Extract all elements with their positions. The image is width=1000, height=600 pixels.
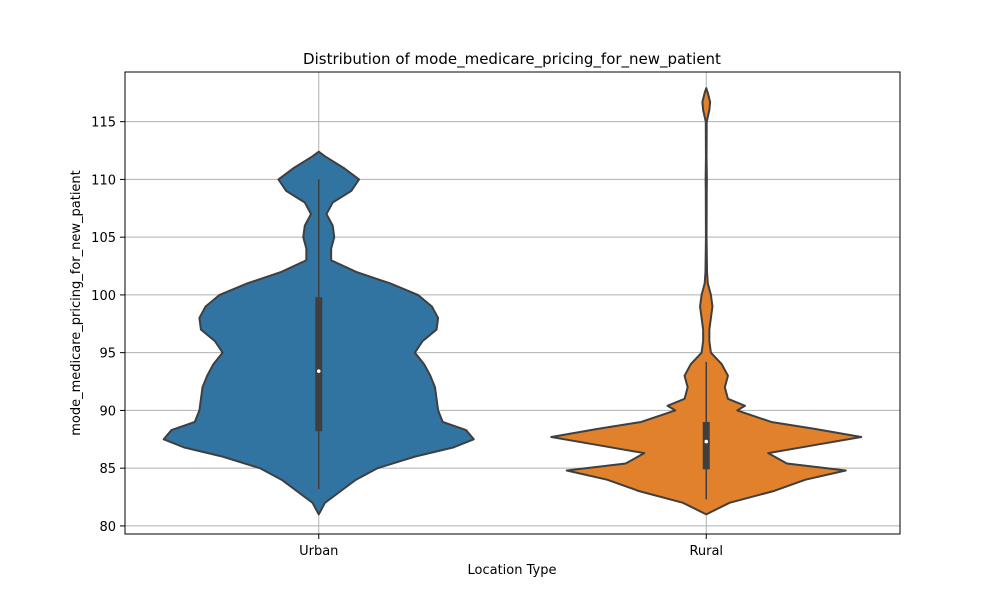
violin-median-point (316, 369, 321, 373)
violin-median-point (704, 439, 709, 444)
y-tick-label: 105 (91, 231, 116, 246)
x-tick-label: Rural (689, 544, 723, 559)
x-axis-label: Location Type (468, 563, 557, 578)
y-tick-label: 90 (99, 404, 116, 419)
y-tick-label: 95 (99, 347, 116, 362)
violins (162, 87, 863, 516)
y-tick-label: 80 (99, 520, 116, 535)
x-tick-label: Urban (299, 544, 338, 559)
y-tick-label: 115 (91, 116, 116, 131)
violin-iqr-box (702, 421, 710, 470)
violin-rural (550, 87, 863, 516)
chart-title: Distribution of mode_medicare_pricing_fo… (303, 50, 721, 69)
y-axis-label: mode_medicare_pricing_for_new_patient (69, 170, 84, 436)
y-axis-ticks: 80 85 90 95 100 105 110 115 (91, 116, 125, 535)
y-tick-label: 110 (91, 173, 116, 188)
y-tick-label: 100 (91, 289, 116, 304)
y-tick-label: 85 (99, 462, 116, 477)
x-axis-ticks: Urban Rural (299, 534, 723, 559)
plot-frame (124, 71, 901, 535)
violin-iqr-box (315, 297, 323, 432)
